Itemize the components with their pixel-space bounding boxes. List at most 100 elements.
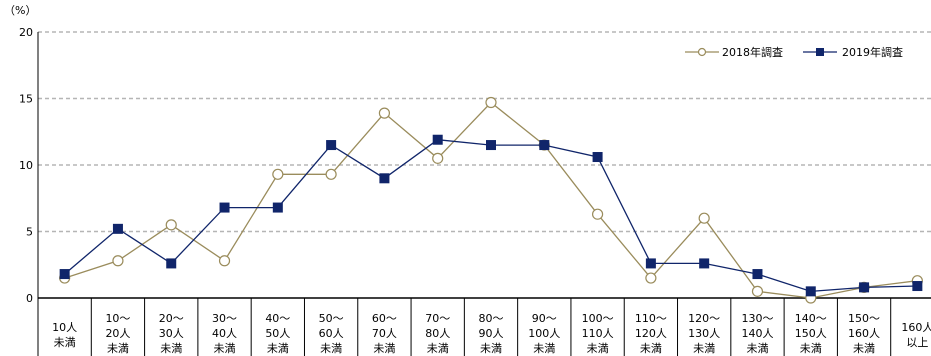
x-tick-label: 110～ bbox=[635, 312, 667, 325]
x-tick-label: 未満 bbox=[54, 336, 76, 349]
x-tick-label: 110人 bbox=[582, 327, 614, 340]
data-point bbox=[325, 168, 337, 180]
x-tick-label: 未満 bbox=[320, 342, 342, 355]
data-point bbox=[272, 168, 284, 180]
x-tick-label: 未満 bbox=[533, 342, 555, 355]
data-point bbox=[166, 258, 177, 269]
data-point bbox=[591, 208, 604, 220]
data-point bbox=[112, 255, 124, 267]
x-tick-label: 160人 bbox=[901, 321, 931, 334]
data-point bbox=[165, 219, 177, 231]
x-tick-label: 130～ bbox=[741, 312, 773, 325]
legend-marker bbox=[697, 47, 707, 57]
data-point bbox=[432, 152, 444, 164]
x-tick-label: 100人 bbox=[528, 327, 560, 340]
x-tick-label: 140～ bbox=[795, 312, 827, 325]
data-point bbox=[751, 285, 764, 297]
x-tick-label: 未満 bbox=[587, 342, 609, 355]
data-point bbox=[432, 134, 443, 145]
legend: 2018年調査 2019年調査 bbox=[685, 45, 903, 59]
data-point bbox=[699, 258, 710, 269]
data-point bbox=[645, 258, 656, 269]
x-tick-label: 80～ bbox=[479, 312, 504, 325]
y-tick-label: 15 bbox=[19, 93, 33, 106]
series-line bbox=[64, 139, 918, 293]
x-tick-label: 90～ bbox=[532, 312, 557, 325]
legend-label: 2018年調査 bbox=[722, 45, 783, 59]
y-tick-label: 0 bbox=[26, 292, 33, 305]
data-point bbox=[698, 212, 710, 224]
x-tick-label: 50人 bbox=[265, 327, 290, 340]
x-tick-label: 100～ bbox=[582, 312, 614, 325]
data-point bbox=[912, 281, 923, 292]
x-tick-label: 30～ bbox=[212, 312, 237, 325]
y-tick-label: 20 bbox=[19, 26, 33, 39]
x-tick-label: 未満 bbox=[107, 342, 129, 355]
x-tick-label: 未満 bbox=[800, 342, 822, 355]
x-tick-label: 30人 bbox=[159, 327, 184, 340]
x-tick-label: 未満 bbox=[480, 342, 502, 355]
y-tick-label: 5 bbox=[26, 226, 33, 239]
data-point bbox=[112, 223, 123, 234]
data-series bbox=[59, 96, 923, 304]
series-1 bbox=[59, 134, 923, 297]
data-point bbox=[805, 286, 816, 297]
data-point bbox=[379, 173, 390, 184]
x-tick-label: 140人 bbox=[741, 327, 773, 340]
legend-item-1: 2019年調査 bbox=[803, 45, 903, 59]
data-point bbox=[218, 255, 231, 267]
x-tick-label: 未満 bbox=[267, 342, 289, 355]
data-point bbox=[272, 202, 283, 213]
x-tick-label: 40人 bbox=[212, 327, 237, 340]
legend-marker bbox=[816, 48, 824, 56]
x-tick-label: 90人 bbox=[479, 327, 504, 340]
x-tick-label: 120人 bbox=[635, 327, 667, 340]
data-point bbox=[645, 272, 657, 284]
data-point bbox=[59, 269, 70, 280]
gridlines bbox=[38, 31, 931, 233]
x-tick-label: 20～ bbox=[159, 312, 184, 325]
data-point bbox=[485, 96, 497, 109]
x-tick-label: 未満 bbox=[160, 342, 182, 355]
x-tick-label: 未満 bbox=[214, 342, 236, 355]
x-tick-label: 60人 bbox=[319, 327, 344, 340]
x-tick-label: 70人 bbox=[372, 327, 397, 340]
x-tick-label: 130人 bbox=[688, 327, 720, 340]
data-point bbox=[539, 140, 550, 151]
x-tick-label: 未満 bbox=[693, 342, 715, 355]
data-point bbox=[219, 202, 230, 213]
x-tick-label: 10人 bbox=[52, 321, 77, 334]
data-point bbox=[859, 282, 870, 293]
data-point bbox=[752, 269, 763, 280]
series-line bbox=[64, 101, 918, 299]
x-tick-label: 未満 bbox=[746, 342, 768, 355]
data-point bbox=[486, 140, 496, 151]
x-tick-label: 150～ bbox=[848, 312, 880, 325]
x-tick-label: 120～ bbox=[688, 312, 720, 325]
legend-label: 2019年調査 bbox=[842, 45, 903, 59]
series-0 bbox=[59, 96, 923, 304]
data-point bbox=[592, 152, 603, 163]
y-unit-label: （%） bbox=[4, 4, 36, 17]
data-point bbox=[326, 140, 337, 151]
x-tick-label: 未満 bbox=[427, 342, 449, 355]
x-tick-label: 60～ bbox=[372, 312, 397, 325]
x-tick-label: 20人 bbox=[105, 327, 130, 340]
x-tick-label: 以上 bbox=[906, 336, 928, 349]
data-point bbox=[378, 107, 391, 119]
x-tick-label: 80人 bbox=[425, 327, 450, 340]
x-tick-label: 40～ bbox=[265, 312, 290, 325]
x-tick-label: 未満 bbox=[853, 342, 875, 355]
y-axis: 0 5 10 15 20 bbox=[19, 26, 39, 305]
legend-item-0: 2018年調査 bbox=[685, 45, 783, 59]
x-tick-label: 10～ bbox=[105, 312, 130, 325]
x-tick-label: 150人 bbox=[795, 327, 827, 340]
x-tick-label: 未満 bbox=[373, 342, 395, 355]
x-tick-label: 50～ bbox=[319, 312, 344, 325]
x-tick-label: 160人 bbox=[848, 327, 880, 340]
y-tick-label: 10 bbox=[19, 159, 33, 172]
x-tick-label: 70～ bbox=[425, 312, 450, 325]
x-tick-label: 未満 bbox=[640, 342, 662, 355]
